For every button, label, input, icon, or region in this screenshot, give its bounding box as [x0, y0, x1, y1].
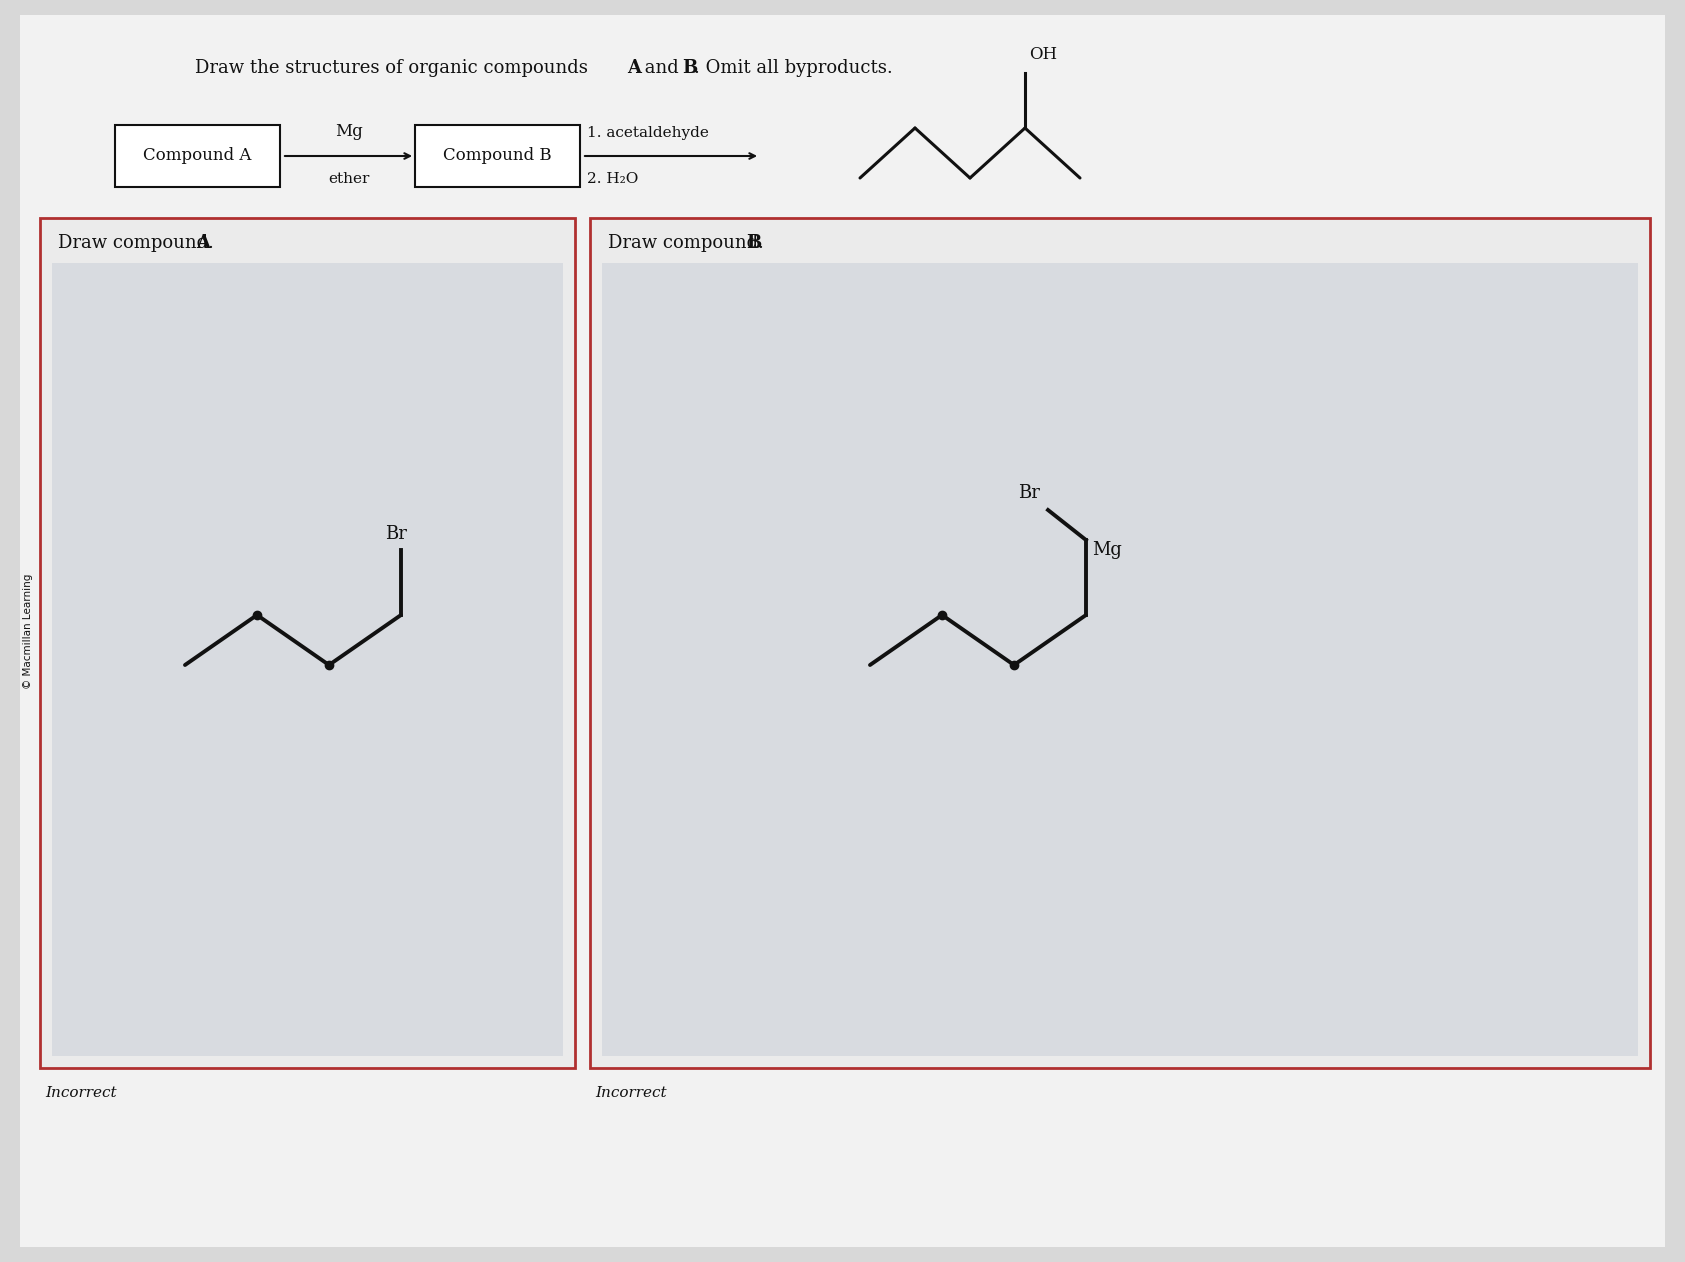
Text: .: . [207, 233, 212, 252]
Text: © Macmillan Learning: © Macmillan Learning [24, 573, 34, 689]
Text: Draw compound: Draw compound [608, 233, 763, 252]
Text: Incorrect: Incorrect [595, 1087, 667, 1100]
Text: Draw the structures of organic compounds: Draw the structures of organic compounds [195, 59, 593, 77]
Text: Compound A: Compound A [143, 148, 251, 164]
Text: Incorrect: Incorrect [45, 1087, 116, 1100]
Text: 1. acetaldehyde: 1. acetaldehyde [586, 126, 709, 140]
Text: Br: Br [386, 525, 408, 543]
Bar [52, 262, 563, 1056]
Text: Draw compound: Draw compound [57, 233, 214, 252]
Text: B: B [746, 233, 762, 252]
Bar [590, 218, 1650, 1068]
Bar [40, 218, 575, 1068]
Text: and: and [639, 59, 684, 77]
Text: Compound B: Compound B [443, 148, 551, 164]
Bar [602, 262, 1638, 1056]
Text: B: B [682, 59, 698, 77]
Text: 2. H₂O: 2. H₂O [586, 172, 639, 186]
Text: ether: ether [329, 172, 369, 186]
Text: . Omit all byproducts.: . Omit all byproducts. [694, 59, 893, 77]
Text: .: . [757, 233, 763, 252]
Text: A: A [627, 59, 640, 77]
Bar [415, 125, 580, 187]
Text: Br: Br [1018, 485, 1040, 502]
Text: Mg: Mg [335, 122, 362, 140]
Bar [115, 125, 280, 187]
Text: OH: OH [1030, 45, 1056, 63]
Text: Mg: Mg [1092, 541, 1122, 559]
Text: A: A [195, 233, 211, 252]
